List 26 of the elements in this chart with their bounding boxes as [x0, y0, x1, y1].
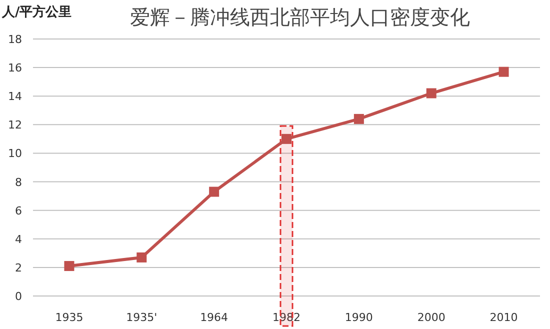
point	[64, 261, 74, 272]
x-tick-label: 1935'	[126, 311, 158, 324]
y-tick-label: 0	[15, 290, 22, 303]
y-tick-label: 6	[15, 204, 22, 218]
chart-title: 爱辉－腾冲线西北部平均人口密度变化	[130, 5, 470, 29]
point	[136, 252, 147, 262]
y-tick-label: 10	[8, 147, 22, 160]
y-tick-label: 2	[15, 261, 22, 274]
point	[354, 114, 364, 124]
x-tick-label: 1990	[344, 311, 373, 324]
y-tick-label: 12	[8, 118, 22, 132]
point	[282, 134, 292, 144]
x-tick-label: 1964	[200, 311, 228, 324]
y-axis-title: 人/平方公里	[1, 4, 72, 20]
point	[498, 66, 509, 77]
y-tick-label: 14	[8, 90, 22, 104]
y-tick-label: 16	[8, 62, 22, 75]
y-tick-label: 4	[15, 232, 22, 246]
y-tick-label: 8	[15, 176, 22, 189]
point	[426, 88, 436, 98]
x-tick-label: 2010	[490, 311, 518, 324]
x-tick-label: 1935	[55, 311, 84, 324]
x-tick-label: 2000	[417, 311, 446, 324]
point	[209, 186, 220, 197]
x-tick-label: 1982	[272, 311, 300, 324]
y-tick-label: 18	[8, 33, 22, 46]
